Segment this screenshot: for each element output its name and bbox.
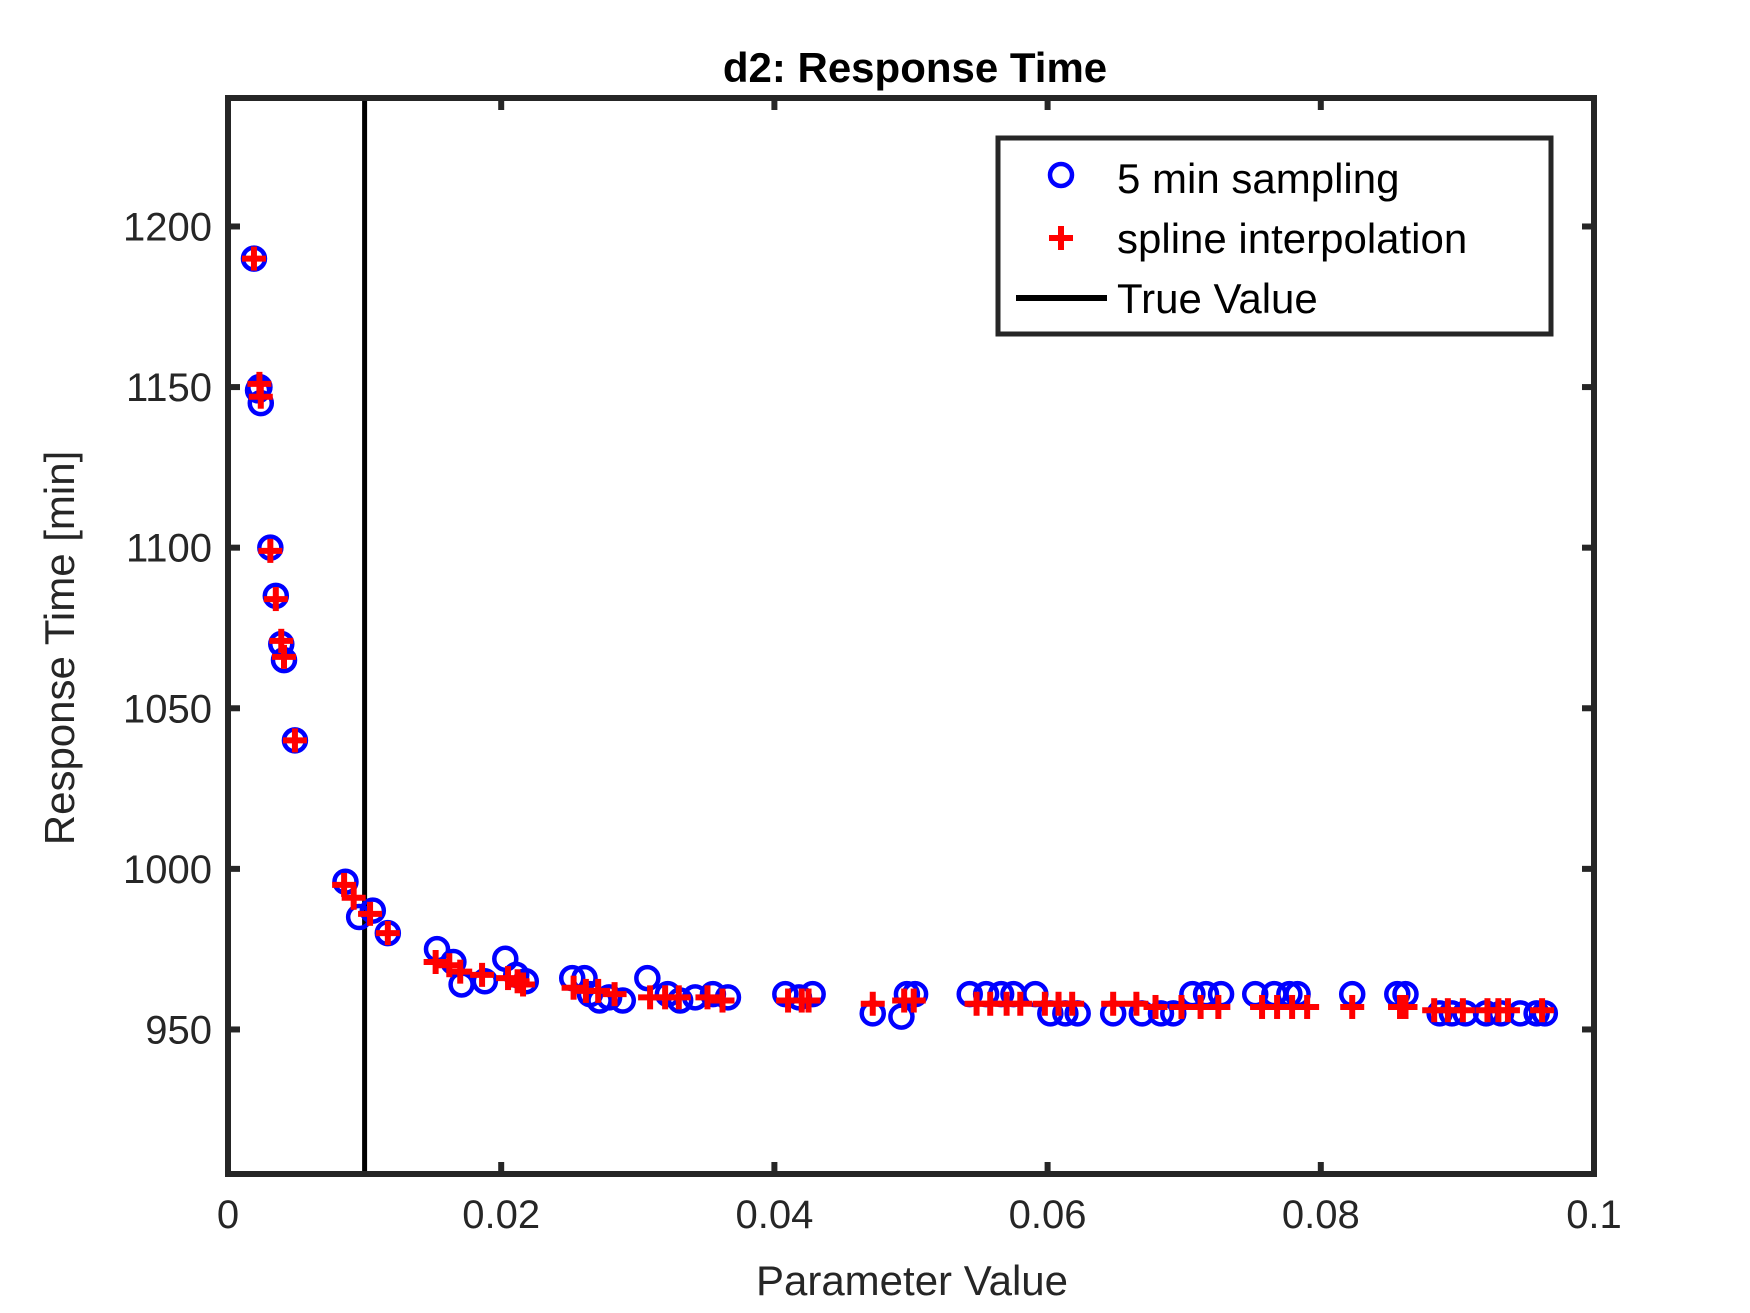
- chart-title: d2: Response Time: [723, 44, 1107, 91]
- data-point-plus: [1206, 994, 1231, 1019]
- data-point-plus: [282, 728, 307, 753]
- series-spline: [241, 246, 1555, 1023]
- data-point-plus: [511, 972, 536, 997]
- data-point-plus: [602, 982, 627, 1007]
- data-point-plus: [263, 587, 288, 612]
- y-tick-label: 1100: [126, 527, 212, 571]
- data-point-plus: [1393, 994, 1418, 1019]
- data-point-plus: [448, 959, 473, 984]
- data-point-plus: [332, 872, 357, 897]
- data-point-plus: [1060, 991, 1085, 1016]
- data-point-circle: [1523, 1000, 1550, 1027]
- data-point-plus: [710, 988, 735, 1013]
- y-tick-label: 1000: [123, 848, 212, 892]
- x-tick-label: 0.1: [1566, 1193, 1622, 1237]
- data-point-plus: [248, 384, 273, 409]
- plot-area: 0 0.02 0.04 0.06 0.08 0.1 950 1000 1050 1100 1150 1…: [123, 95, 1622, 1237]
- data-point-plus: [423, 950, 448, 975]
- x-tick-label: 0.08: [1282, 1193, 1360, 1237]
- data-point-plus: [1008, 991, 1033, 1016]
- legend-label-true-value: True Value: [1117, 275, 1318, 322]
- data-point-plus: [1124, 991, 1149, 1016]
- data-point-plus: [796, 988, 821, 1013]
- y-tick-label: 1200: [123, 205, 212, 249]
- data-point-circle: [1147, 1000, 1175, 1027]
- data-point-plus: [1143, 994, 1168, 1019]
- data-point-plus: [258, 538, 283, 563]
- axes-box: [225, 95, 1597, 1177]
- y-tick-label: 1050: [123, 687, 212, 731]
- data-point-plus: [1495, 998, 1520, 1023]
- data-point-plus: [470, 962, 495, 987]
- legend-box: [995, 135, 1554, 337]
- data-point-plus: [358, 901, 383, 926]
- data-point-plus: [901, 988, 926, 1013]
- y-tick-label: 950: [145, 1008, 212, 1052]
- data-point-plus: [1295, 994, 1320, 1019]
- data-point-plus: [586, 978, 611, 1003]
- data-point-plus: [1101, 991, 1126, 1016]
- x-axis-label: Parameter Value: [756, 1257, 1068, 1304]
- x-tick-label: 0.06: [1009, 1193, 1087, 1237]
- data-point-plus: [695, 985, 720, 1010]
- y-axis-label: Response Time [min]: [36, 451, 83, 846]
- data-point-plus: [375, 921, 400, 946]
- data-point-plus: [666, 985, 691, 1010]
- y-tick-label: 1150: [126, 366, 212, 410]
- data-point-plus: [561, 975, 586, 1000]
- legend-label-sampling: 5 min sampling: [1117, 155, 1399, 202]
- data-point-plus: [341, 885, 366, 910]
- x-tick-label: 0.02: [462, 1193, 540, 1237]
- legend: 5 min sampling spline interpolation True…: [995, 135, 1554, 337]
- data-point-plus: [241, 246, 266, 271]
- data-point-plus: [1340, 994, 1365, 1019]
- legend-label-spline: spline interpolation: [1117, 215, 1467, 262]
- data-point-plus: [272, 644, 297, 669]
- x-tick-label: 0: [217, 1193, 239, 1237]
- data-point-plus: [1450, 998, 1475, 1023]
- x-tick-label: 0.04: [735, 1193, 813, 1237]
- data-point-plus: [860, 991, 885, 1016]
- legend-circle-marker: [1047, 161, 1075, 189]
- legend-plus-marker: [1049, 226, 1073, 250]
- data-point-plus: [1530, 998, 1555, 1023]
